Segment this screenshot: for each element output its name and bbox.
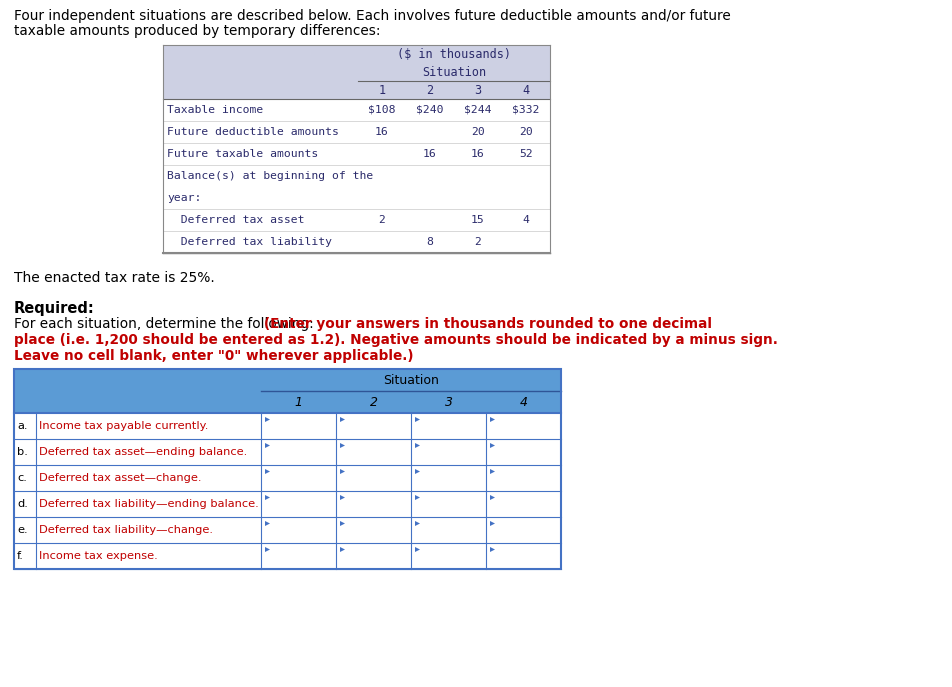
- Polygon shape: [340, 443, 345, 448]
- Text: 2: 2: [426, 84, 433, 96]
- Polygon shape: [415, 417, 420, 422]
- Bar: [14, 369, 561, 391]
- Text: a.: a.: [17, 421, 28, 431]
- Text: Leave no cell blank, enter "0" wherever applicable.): Leave no cell blank, enter "0" wherever …: [14, 349, 413, 363]
- Text: Future deductible amounts: Future deductible amounts: [167, 127, 339, 137]
- Text: Four independent situations are described below. Each involves future deductible: Four independent situations are describe…: [14, 9, 731, 23]
- Text: taxable amounts produced by temporary differences:: taxable amounts produced by temporary di…: [14, 24, 381, 38]
- Text: $240: $240: [416, 105, 444, 115]
- Text: For each situation, determine the following:: For each situation, determine the follow…: [14, 317, 318, 331]
- Bar: [14, 465, 561, 491]
- Polygon shape: [265, 443, 270, 448]
- Polygon shape: [265, 495, 270, 500]
- Polygon shape: [265, 547, 270, 552]
- Text: $108: $108: [368, 105, 396, 115]
- Text: 4: 4: [523, 215, 529, 225]
- Text: 3: 3: [445, 396, 452, 409]
- Polygon shape: [265, 417, 270, 422]
- Polygon shape: [415, 469, 420, 474]
- Text: 2: 2: [379, 215, 386, 225]
- Text: Situation: Situation: [383, 374, 439, 387]
- Text: 3: 3: [474, 84, 482, 96]
- Bar: [163, 99, 550, 121]
- Text: 2: 2: [369, 396, 378, 409]
- Text: Situation: Situation: [422, 65, 486, 78]
- Text: 2: 2: [474, 237, 482, 247]
- Text: $244: $244: [465, 105, 492, 115]
- Polygon shape: [340, 547, 345, 552]
- Text: 16: 16: [471, 149, 485, 159]
- Text: 15: 15: [471, 215, 485, 225]
- Text: Income tax expense.: Income tax expense.: [39, 551, 158, 561]
- Polygon shape: [490, 469, 495, 474]
- Bar: [14, 369, 561, 569]
- Bar: [163, 45, 550, 99]
- Text: 4: 4: [520, 396, 527, 409]
- Text: 8: 8: [426, 237, 433, 247]
- Text: Deferred tax asset—change.: Deferred tax asset—change.: [39, 473, 202, 483]
- Text: Balance(s) at beginning of the: Balance(s) at beginning of the: [167, 171, 373, 181]
- Bar: [14, 491, 561, 517]
- Text: Income tax payable currently.: Income tax payable currently.: [39, 421, 208, 431]
- Text: 1: 1: [294, 396, 303, 409]
- Text: Required:: Required:: [14, 301, 95, 316]
- Text: f.: f.: [17, 551, 24, 561]
- Polygon shape: [340, 495, 345, 500]
- Polygon shape: [490, 495, 495, 500]
- Text: Future taxable amounts: Future taxable amounts: [167, 149, 318, 159]
- Polygon shape: [490, 443, 495, 448]
- Text: Deferred tax liability—ending balance.: Deferred tax liability—ending balance.: [39, 499, 259, 509]
- Polygon shape: [490, 521, 495, 526]
- Polygon shape: [415, 443, 420, 448]
- Text: 16: 16: [375, 127, 388, 137]
- Polygon shape: [265, 469, 270, 474]
- Polygon shape: [415, 547, 420, 552]
- Text: ($ in thousands): ($ in thousands): [397, 47, 511, 60]
- Text: The enacted tax rate is 25%.: The enacted tax rate is 25%.: [14, 271, 215, 285]
- Text: Deferred tax asset—ending balance.: Deferred tax asset—ending balance.: [39, 447, 248, 457]
- Bar: [14, 543, 561, 569]
- Text: d.: d.: [17, 499, 28, 509]
- Text: 20: 20: [471, 127, 485, 137]
- Bar: [14, 413, 561, 439]
- Bar: [163, 165, 550, 209]
- Polygon shape: [340, 417, 345, 422]
- Text: c.: c.: [17, 473, 27, 483]
- Bar: [14, 439, 561, 465]
- Bar: [14, 391, 561, 413]
- Polygon shape: [265, 521, 270, 526]
- Text: e.: e.: [17, 525, 28, 535]
- Text: $332: $332: [512, 105, 540, 115]
- Text: 20: 20: [519, 127, 533, 137]
- Polygon shape: [490, 417, 495, 422]
- Text: 4: 4: [523, 84, 529, 96]
- Text: 1: 1: [379, 84, 386, 96]
- Text: Deferred tax liability: Deferred tax liability: [167, 237, 332, 247]
- Text: (Enter your answers in thousands rounded to one decimal: (Enter your answers in thousands rounded…: [264, 317, 712, 331]
- Bar: [163, 209, 550, 231]
- Bar: [163, 143, 550, 165]
- Text: 16: 16: [423, 149, 437, 159]
- Polygon shape: [490, 547, 495, 552]
- Polygon shape: [340, 469, 345, 474]
- Text: b.: b.: [17, 447, 28, 457]
- Text: Taxable income: Taxable income: [167, 105, 264, 115]
- Text: 52: 52: [519, 149, 533, 159]
- Bar: [163, 231, 550, 253]
- Text: Deferred tax asset: Deferred tax asset: [167, 215, 305, 225]
- Bar: [14, 517, 561, 543]
- Text: Deferred tax liability—change.: Deferred tax liability—change.: [39, 525, 213, 535]
- Polygon shape: [340, 521, 345, 526]
- Bar: [163, 121, 550, 143]
- Polygon shape: [415, 495, 420, 500]
- Polygon shape: [415, 521, 420, 526]
- Text: place (i.e. 1,200 should be entered as 1.2). Negative amounts should be indicate: place (i.e. 1,200 should be entered as 1…: [14, 333, 778, 347]
- Text: year:: year:: [167, 193, 202, 203]
